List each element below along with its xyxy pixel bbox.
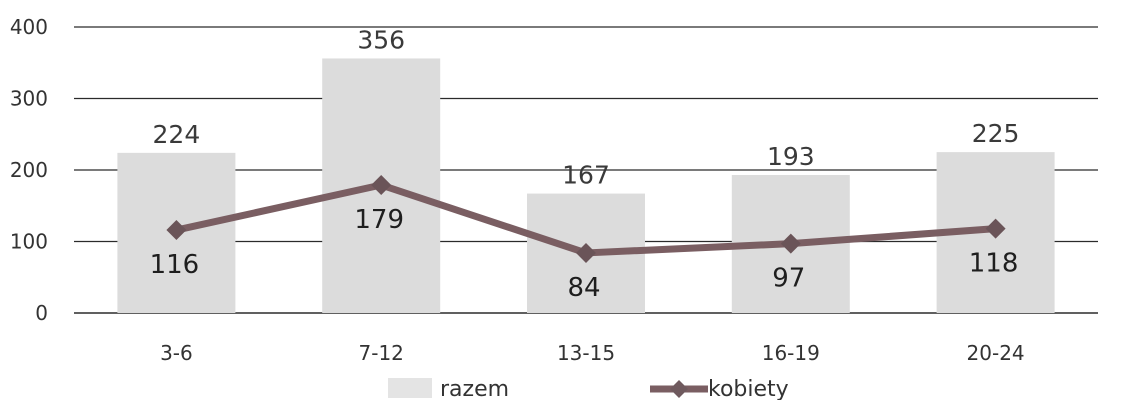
y-axis-ticks: 0 100 200 300 400	[10, 15, 48, 325]
line-data-labels: 116 179 84 97 118	[150, 205, 1019, 303]
x-tick-label: 7-12	[359, 341, 404, 365]
bar-value-label: 224	[153, 120, 201, 149]
line-value-label: 84	[567, 273, 600, 303]
line-value-label: 179	[354, 205, 404, 235]
y-tick-label: 200	[10, 158, 48, 182]
x-tick-label: 13-15	[557, 341, 615, 365]
legend-label-razem: razem	[440, 377, 509, 400]
x-tick-label: 20-24	[967, 341, 1025, 365]
bar-value-label: 356	[357, 25, 405, 54]
legend-label-kobiety: kobiety	[708, 377, 789, 400]
line-point-marker	[166, 220, 187, 241]
x-tick-label: 3-6	[160, 341, 193, 365]
bar-value-label: 225	[972, 119, 1020, 148]
line-point-marker	[780, 233, 801, 254]
y-tick-label: 0	[35, 301, 48, 325]
line-value-label: 116	[150, 250, 200, 280]
line-point-marker	[576, 242, 596, 263]
line-value-label: 97	[772, 264, 805, 294]
legend-swatch-razem	[388, 378, 432, 398]
y-tick-label: 300	[10, 87, 48, 111]
line-value-label: 118	[969, 249, 1019, 279]
bar-value-label: 193	[767, 142, 815, 171]
line-series-kobiety	[166, 175, 1006, 263]
legend: razem kobiety	[388, 377, 789, 400]
legend-marker-kobiety	[670, 380, 688, 398]
bar-data-labels: 224 356 167 193 225	[153, 25, 1020, 189]
y-tick-label: 400	[10, 15, 48, 39]
line-point-marker	[371, 175, 392, 196]
bar-value-label: 167	[562, 161, 610, 190]
x-axis-ticks: 3-6 7-12 13-15 16-19 20-24	[160, 341, 1025, 365]
y-tick-label: 100	[10, 230, 48, 254]
line-point-marker	[985, 218, 1006, 239]
x-tick-label: 16-19	[762, 341, 820, 365]
